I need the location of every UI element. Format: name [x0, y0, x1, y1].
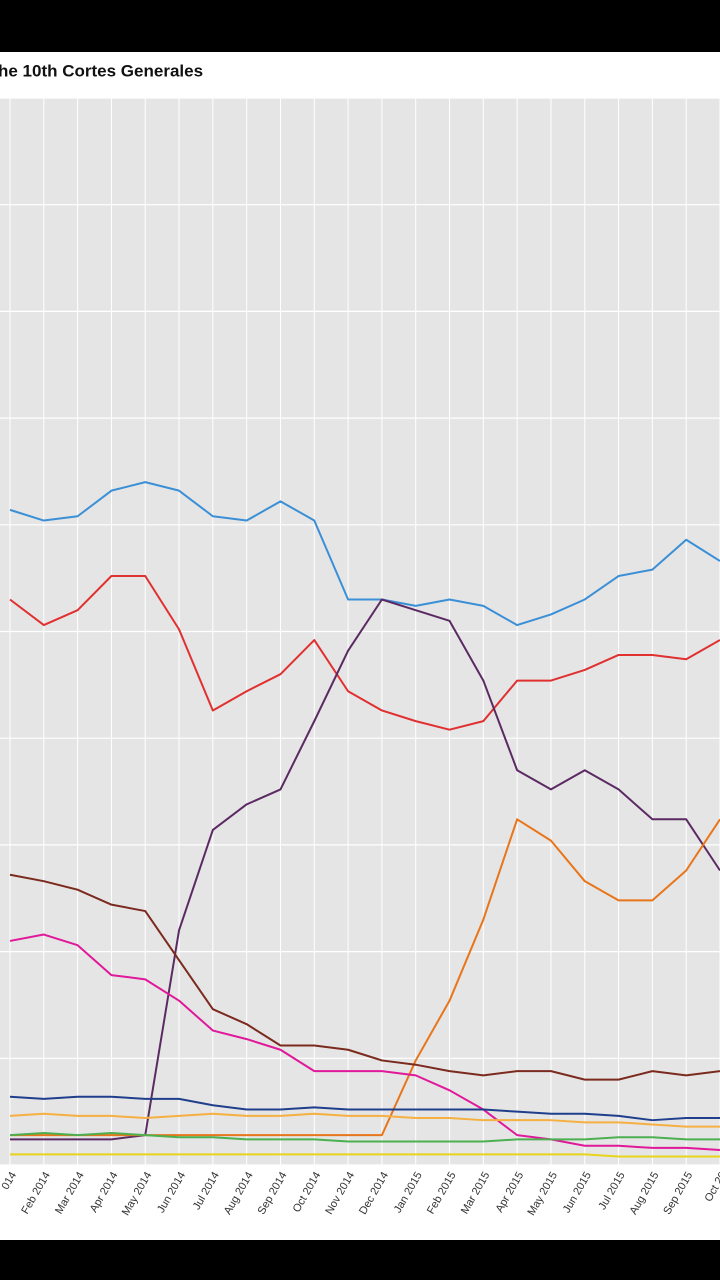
series-line [9, 481, 720, 627]
series-line [9, 933, 720, 1152]
series-line [10, 818, 720, 1137]
series-line [9, 1112, 720, 1128]
series-line [10, 598, 720, 1141]
chart-title: he 10th Cortes Generales [0, 61, 203, 80]
series-line [9, 1095, 720, 1122]
series-line [9, 873, 720, 1081]
series-line [10, 1153, 720, 1158]
series-line [9, 575, 720, 731]
series-line [9, 1131, 720, 1143]
